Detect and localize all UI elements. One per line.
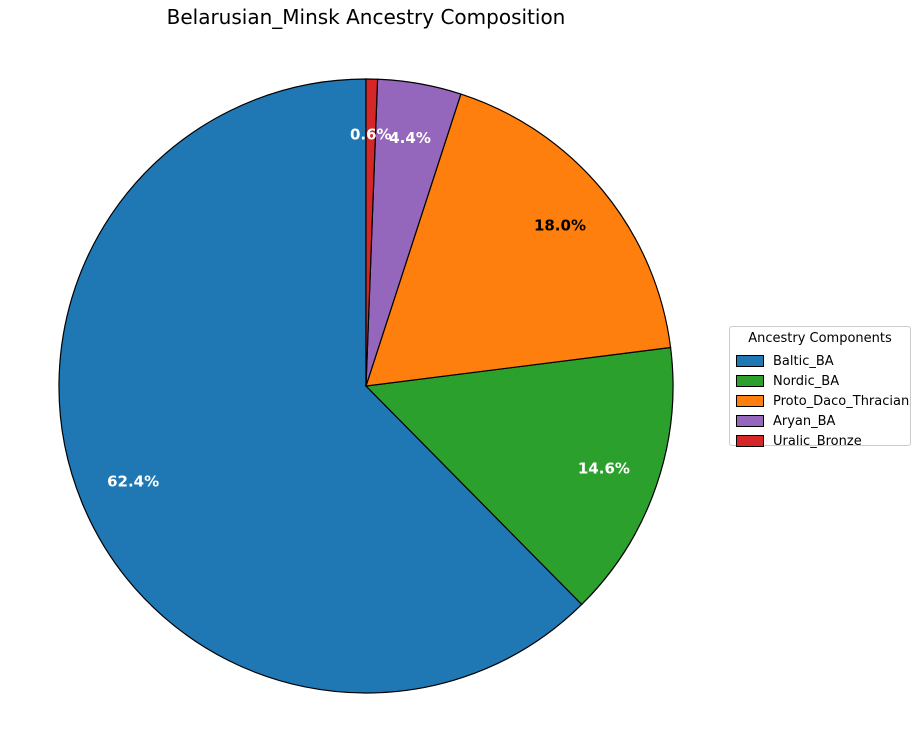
legend: Ancestry Components Baltic_BA Nordic_BA Pr… xyxy=(729,326,911,449)
pie-label-aryan-ba: 4.4% xyxy=(389,129,431,147)
pie-labels: 62.4% 14.6% 18.0% 4.4%0.6% xyxy=(107,125,630,490)
legend-swatch xyxy=(736,355,764,367)
legend-swatch xyxy=(736,375,764,387)
legend-item-nordic-ba: Nordic_BA xyxy=(736,371,904,391)
pie-slice-proto-daco-thracian xyxy=(365,93,672,387)
legend-swatch xyxy=(736,435,764,447)
legend-item-uralic-bronze: Uralic_Bronze xyxy=(736,431,904,451)
pie-slice-baltic-ba xyxy=(58,78,583,694)
pie-label-proto-daco-thracian: 18.0% xyxy=(534,217,586,235)
pie-slice-nordic-ba xyxy=(364,346,674,606)
legend-swatch xyxy=(736,395,764,407)
legend-items: Baltic_BA Nordic_BA Proto_Daco_Thracian Ary… xyxy=(736,351,909,451)
chart-title: Belarusian_Minsk Ancestry Composition xyxy=(167,5,566,29)
pie-label-baltic-ba: 62.4% xyxy=(107,473,159,491)
pie-label-uralic-bronze: 0.6% xyxy=(350,125,392,143)
legend-title: Ancestry Components xyxy=(748,331,892,346)
legend-label: Nordic_BA xyxy=(773,373,840,389)
legend-label: Proto_Daco_Thracian xyxy=(773,393,910,409)
legend-swatch xyxy=(736,415,764,427)
legend-item-proto-daco-thracian: Proto_Daco_Thracian xyxy=(736,391,909,411)
legend-label: Aryan_BA xyxy=(773,413,836,429)
legend-label: Uralic_Bronze xyxy=(773,433,862,449)
legend-label: Baltic_BA xyxy=(773,353,834,369)
legend-item-aryan-ba: Aryan_BA xyxy=(736,411,904,431)
legend-item-baltic-ba: Baltic_BA xyxy=(736,351,904,371)
pie-slice-uralic-bronze xyxy=(365,78,379,387)
pie-slices xyxy=(58,78,674,694)
pie-label-nordic-ba: 14.6% xyxy=(578,459,630,477)
